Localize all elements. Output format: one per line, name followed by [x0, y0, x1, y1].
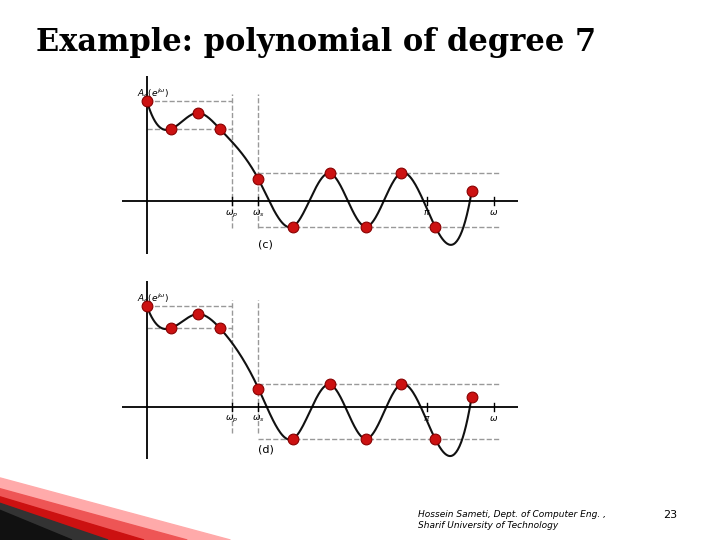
Point [214, 125, 225, 133]
Point [192, 310, 203, 319]
Text: Example: polynomial of degree 7: Example: polynomial of degree 7 [36, 27, 596, 58]
Point [324, 380, 336, 389]
Text: (d): (d) [258, 445, 274, 455]
Point [166, 125, 177, 133]
Point [429, 435, 441, 443]
Point [287, 435, 299, 443]
Text: Hossein Sameti, Dept. of Computer Eng. ,
Sharif University of Technology: Hossein Sameti, Dept. of Computer Eng. ,… [418, 510, 606, 530]
Text: $\omega_s$: $\omega_s$ [252, 208, 265, 219]
Text: $\omega_p$: $\omega_p$ [225, 414, 239, 425]
Point [360, 222, 372, 231]
Text: $A_e(e^{j\omega})$: $A_e(e^{j\omega})$ [137, 86, 169, 99]
Point [324, 169, 336, 178]
Text: $A_e(e^{j\omega})$: $A_e(e^{j\omega})$ [137, 291, 169, 305]
Point [192, 109, 203, 117]
Point [466, 187, 477, 195]
Text: 23: 23 [662, 510, 677, 521]
Point [395, 169, 406, 178]
Point [253, 384, 264, 393]
Text: $\omega_p$: $\omega_p$ [225, 208, 239, 220]
Point [429, 222, 441, 231]
Text: $\pi$: $\pi$ [423, 414, 431, 423]
Point [141, 302, 153, 310]
Point [395, 380, 406, 389]
Text: $\pi$: $\pi$ [423, 208, 431, 218]
Text: $\omega$: $\omega$ [490, 208, 499, 218]
Text: $\omega_s$: $\omega_s$ [252, 414, 265, 424]
Text: (c): (c) [258, 240, 273, 250]
Point [166, 324, 177, 333]
Point [466, 392, 477, 401]
Point [360, 435, 372, 443]
Point [253, 175, 264, 184]
Point [214, 324, 225, 333]
Text: $\omega$: $\omega$ [490, 414, 499, 423]
Point [141, 97, 153, 105]
Point [287, 222, 299, 231]
